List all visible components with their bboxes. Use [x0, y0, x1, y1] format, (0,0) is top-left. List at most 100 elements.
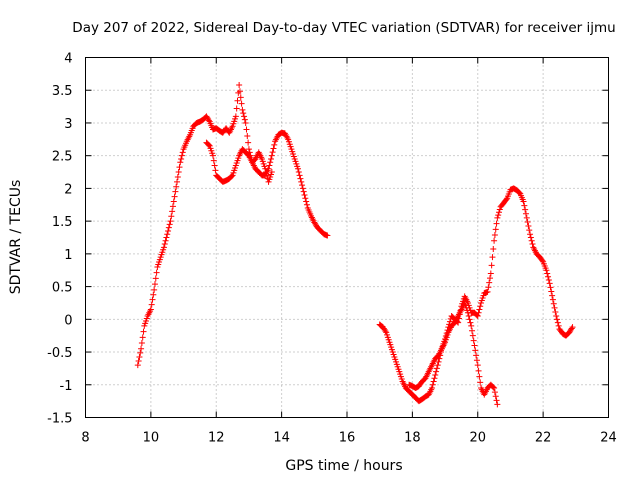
data-point-dense [549, 292, 556, 299]
data-point-dense [210, 157, 217, 164]
data-point [491, 385, 498, 392]
data-point-dense [475, 367, 482, 374]
data-point-dense [149, 296, 156, 303]
y-tick-label: 3.5 [52, 84, 73, 99]
y-tick-label: 4 [64, 52, 72, 67]
data-point-dense [174, 173, 181, 180]
y-tick-label: -0.5 [47, 346, 72, 361]
data-point-dense [173, 183, 180, 190]
data-point-dense [245, 139, 252, 146]
data-point-dense [433, 368, 440, 375]
data-point [543, 267, 550, 274]
data-point-dense [476, 306, 483, 313]
data-point-dense [296, 172, 303, 179]
data-point-dense [303, 201, 310, 208]
data-point-dense [493, 397, 500, 404]
data-point [553, 313, 560, 320]
data-point-dense [434, 362, 441, 369]
y-tick-label: 2.5 [52, 150, 73, 165]
data-point-dense [148, 301, 155, 308]
data-point-dense [477, 379, 484, 386]
y-tick-label: 0.5 [52, 281, 73, 296]
data-point-dense [241, 113, 248, 120]
data-point [294, 165, 301, 172]
data-point-dense [137, 349, 144, 356]
x-tick-label: 10 [143, 431, 160, 446]
data-point-dense [429, 381, 436, 388]
data-point-dense [554, 316, 561, 323]
data-point-dense [525, 223, 532, 230]
data-point [268, 152, 275, 159]
y-tick-label: -1 [60, 379, 73, 394]
data-point-dense [522, 210, 529, 217]
data-point-dense [524, 218, 531, 225]
data-point [569, 324, 576, 331]
data-point-dense [178, 155, 185, 162]
data-point-dense [470, 337, 477, 344]
data-point-dense [161, 241, 168, 248]
data-point [262, 165, 269, 172]
data-point [170, 198, 177, 205]
data-point-dense [297, 175, 304, 182]
data-point-dense [469, 327, 476, 334]
data-point [471, 342, 478, 349]
data-point-dense [492, 393, 499, 400]
data-point [147, 306, 154, 313]
data-point [487, 270, 494, 277]
data-point-dense [270, 145, 277, 152]
data-point-dense [554, 319, 561, 326]
data-point-dense [568, 325, 575, 332]
data-point-dense [135, 358, 142, 365]
data-point-dense [382, 328, 389, 335]
data-point-dense [446, 318, 453, 325]
data-point-dense [169, 203, 176, 210]
data-point [474, 362, 481, 369]
data-point-dense [172, 188, 179, 195]
x-tick-label: 8 [81, 431, 89, 446]
data-point [301, 191, 308, 198]
data-point-dense [466, 316, 473, 323]
data-point-dense [303, 198, 310, 205]
data-point [324, 232, 331, 239]
x-tick-label: 24 [600, 431, 617, 446]
data-point-dense [140, 328, 147, 335]
data-point-dense [241, 116, 248, 123]
data-point-dense [545, 273, 552, 280]
data-point-dense [171, 193, 178, 200]
data-point-dense [162, 237, 169, 244]
data-point [523, 214, 530, 221]
data-point-dense [485, 284, 492, 291]
data-point-dense [547, 284, 554, 291]
data-point-dense [267, 159, 274, 166]
data-point-dense [492, 226, 499, 233]
data-point-dense [490, 245, 497, 252]
axis-ticks: 8 10 12 14 16 18 20 22 24 -1.5 -1 -0.5 0 0.5 1 1.5 2 2.5 3… [47, 52, 617, 446]
data-point [464, 309, 471, 316]
data-point-dense [169, 208, 176, 215]
data-point-dense [555, 322, 562, 329]
data-point-dense [266, 162, 273, 169]
data-point [177, 159, 184, 166]
y-tick-label: 3 [64, 117, 72, 132]
data-point-dense [495, 209, 502, 216]
data-point [546, 280, 553, 287]
data-point [167, 218, 174, 225]
data-point-dense [299, 185, 306, 192]
data-point-dense [300, 188, 307, 195]
data-point-dense [175, 169, 182, 176]
data-point [494, 401, 501, 408]
y-axis-label: SDTVAR / TECUs [8, 180, 24, 295]
data-point-dense [430, 378, 437, 385]
data-point-dense [473, 357, 480, 364]
x-tick-label: 16 [339, 431, 356, 446]
x-tick-label: 22 [535, 431, 552, 446]
data-point-dense [475, 309, 482, 316]
x-tick-label: 18 [404, 431, 421, 446]
data-point-dense [228, 173, 235, 180]
data-point-dense [178, 152, 185, 159]
data-point-dense [234, 97, 241, 104]
data-point-dense [521, 202, 528, 209]
data-point-dense [473, 352, 480, 359]
y-tick-label: 0 [64, 313, 72, 328]
